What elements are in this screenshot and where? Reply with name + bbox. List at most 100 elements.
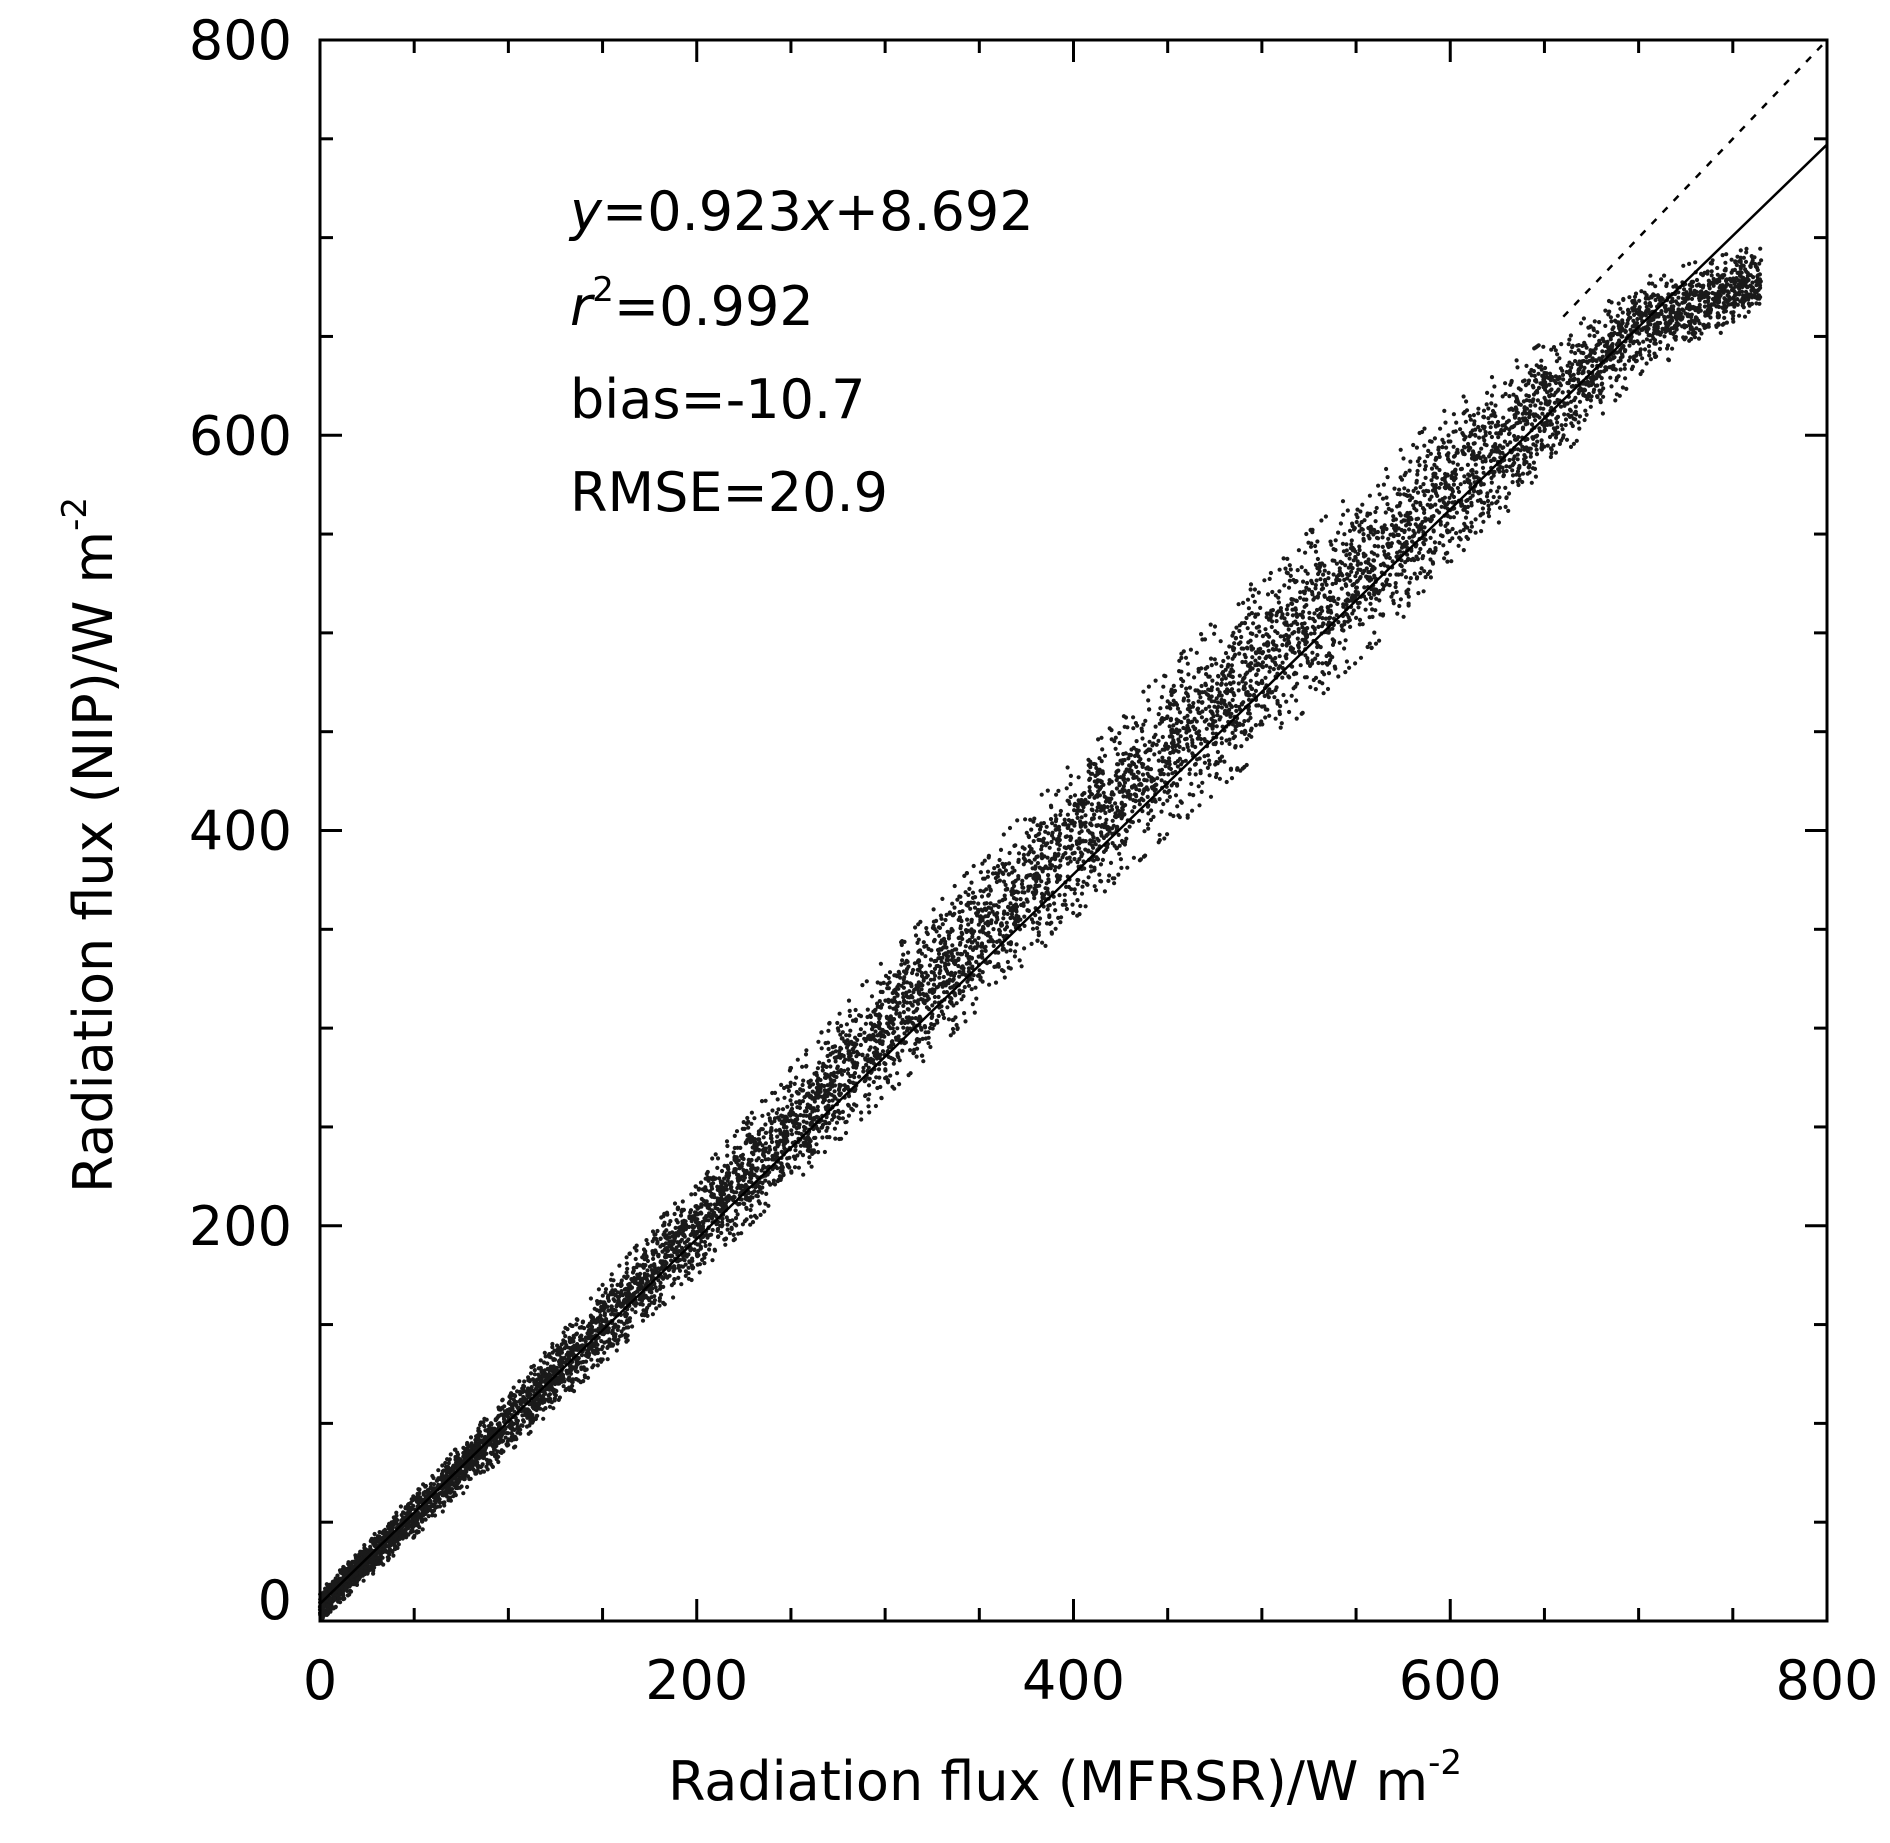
- data-point: [625, 1266, 630, 1271]
- data-point: [1447, 495, 1452, 500]
- data-point: [1592, 319, 1597, 324]
- data-point: [1489, 434, 1494, 440]
- data-point: [1504, 468, 1509, 474]
- data-point: [1517, 473, 1522, 478]
- data-point: [583, 1339, 588, 1344]
- data-point: [1131, 726, 1136, 731]
- data-point: [1096, 737, 1101, 742]
- data-point: [377, 1530, 382, 1535]
- data-point: [1287, 563, 1292, 568]
- data-point: [1017, 958, 1022, 963]
- data-point: [983, 948, 988, 954]
- data-point: [1308, 663, 1313, 669]
- data-point: [1588, 398, 1593, 403]
- data-point: [890, 999, 895, 1005]
- data-point: [1517, 465, 1522, 470]
- data-point: [622, 1274, 627, 1279]
- data-point: [1722, 315, 1727, 320]
- data-point: [1593, 346, 1598, 351]
- data-point: [861, 1069, 866, 1074]
- data-point: [789, 1169, 794, 1174]
- data-point: [952, 883, 957, 889]
- data-point: [993, 876, 999, 881]
- data-point: [825, 1125, 830, 1130]
- data-point: [1496, 520, 1501, 525]
- data-point: [1562, 412, 1567, 417]
- data-point: [1314, 640, 1319, 646]
- data-point: [1603, 323, 1608, 328]
- data-point: [1116, 872, 1121, 877]
- data-point: [1280, 642, 1285, 648]
- data-point: [650, 1312, 656, 1317]
- data-point: [1162, 673, 1167, 678]
- data-point: [1557, 441, 1562, 446]
- data-point: [923, 1030, 928, 1035]
- data-point: [1019, 902, 1024, 908]
- data-point: [1313, 586, 1318, 591]
- data-point: [1347, 551, 1352, 557]
- data-point: [1252, 587, 1257, 592]
- data-point: [1395, 611, 1400, 616]
- data-point: [950, 901, 955, 906]
- data-point: [550, 1341, 555, 1347]
- data-point: [1294, 716, 1299, 721]
- data-point: [1058, 858, 1063, 863]
- data-point: [1377, 598, 1382, 603]
- data-point: [1632, 294, 1638, 299]
- data-point: [938, 913, 944, 918]
- data-point: [1270, 589, 1275, 595]
- data-point: [902, 1000, 907, 1005]
- data-point: [921, 1059, 926, 1064]
- data-point: [1076, 775, 1081, 780]
- data-point: [763, 1157, 768, 1162]
- data-point: [681, 1207, 687, 1212]
- data-point: [1407, 535, 1412, 540]
- data-point: [547, 1404, 553, 1409]
- data-point: [614, 1348, 619, 1353]
- data-point: [1402, 486, 1407, 491]
- data-point: [1646, 344, 1652, 349]
- data-point: [1461, 548, 1466, 553]
- data-point: [1316, 624, 1321, 630]
- data-point: [1157, 768, 1162, 773]
- data-point: [1319, 518, 1324, 523]
- data-point: [827, 1121, 832, 1126]
- data-point: [800, 1082, 805, 1088]
- data-point: [1299, 565, 1304, 570]
- data-point: [623, 1332, 628, 1337]
- data-point: [1694, 277, 1700, 283]
- data-point: [1501, 469, 1506, 474]
- data-point: [1507, 431, 1512, 436]
- data-point: [1074, 841, 1080, 847]
- data-point: [869, 1027, 875, 1032]
- data-point: [889, 1039, 895, 1044]
- data-point: [725, 1227, 730, 1232]
- data-point: [1437, 485, 1442, 490]
- data-point: [1541, 344, 1546, 349]
- data-point: [1098, 862, 1104, 867]
- data-point: [820, 1122, 826, 1128]
- data-point: [1167, 794, 1172, 800]
- data-point: [1167, 765, 1172, 771]
- data-point: [1461, 394, 1466, 399]
- data-point: [1455, 462, 1460, 467]
- data-point: [651, 1256, 656, 1261]
- data-point: [702, 1261, 707, 1266]
- data-point: [1008, 901, 1013, 906]
- data-point: [729, 1161, 734, 1166]
- data-point: [1556, 430, 1561, 435]
- data-point: [1436, 451, 1442, 456]
- data-point: [1488, 425, 1493, 430]
- data-point: [1429, 466, 1435, 471]
- data-point: [1111, 823, 1116, 828]
- data-point: [971, 863, 976, 869]
- data-point: [1715, 272, 1720, 277]
- data-point: [1373, 608, 1378, 613]
- data-point: [722, 1176, 727, 1181]
- data-point: [1284, 607, 1289, 612]
- data-point: [858, 1042, 864, 1048]
- data-point: [1181, 679, 1186, 684]
- data-point: [1221, 658, 1226, 664]
- data-point: [1628, 355, 1633, 360]
- data-point: [1253, 723, 1258, 728]
